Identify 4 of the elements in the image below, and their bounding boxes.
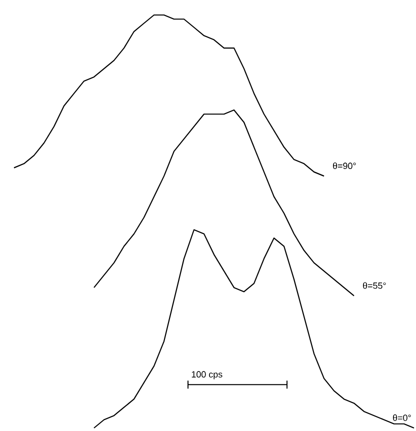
annotation: 100 cps <box>192 371 222 380</box>
series-label: θ=55° <box>362 282 386 289</box>
series-label: θ=0° <box>392 414 411 421</box>
series-label: θ=90° <box>332 162 356 170</box>
